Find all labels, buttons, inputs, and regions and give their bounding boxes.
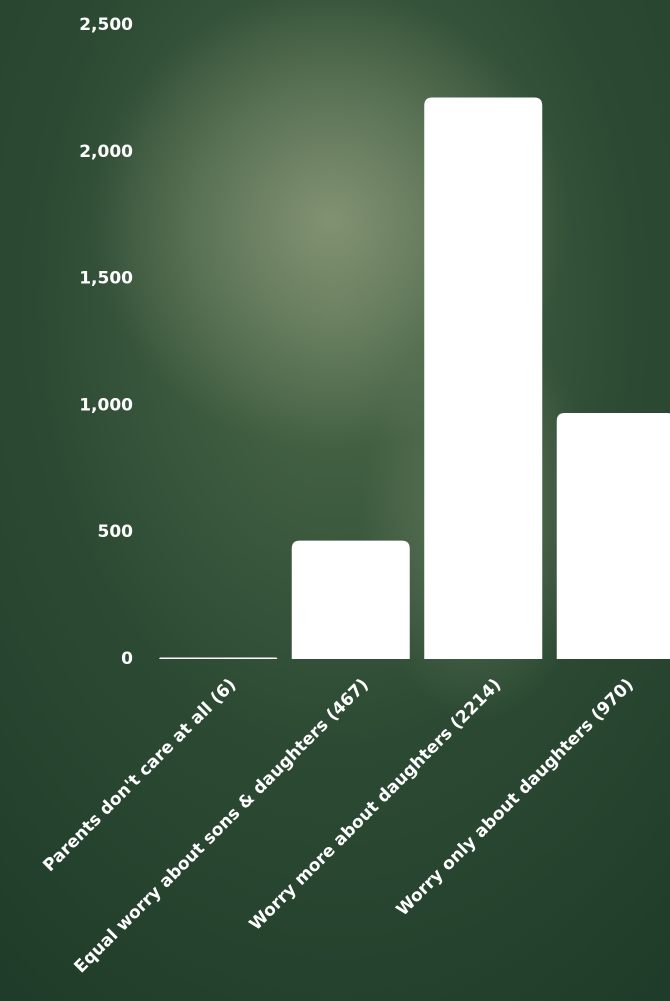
- y-tick-label: 1,000: [79, 395, 133, 415]
- y-tick-label: 2,500: [79, 15, 133, 35]
- bar: [159, 657, 278, 659]
- y-tick-label: 500: [98, 522, 134, 542]
- y-tick-label: 1,500: [79, 269, 133, 289]
- y-tick-label: 0: [121, 649, 133, 669]
- bar: [556, 413, 670, 659]
- bar: [291, 540, 410, 659]
- bar: [424, 97, 543, 659]
- y-tick-label: 2,000: [79, 142, 133, 162]
